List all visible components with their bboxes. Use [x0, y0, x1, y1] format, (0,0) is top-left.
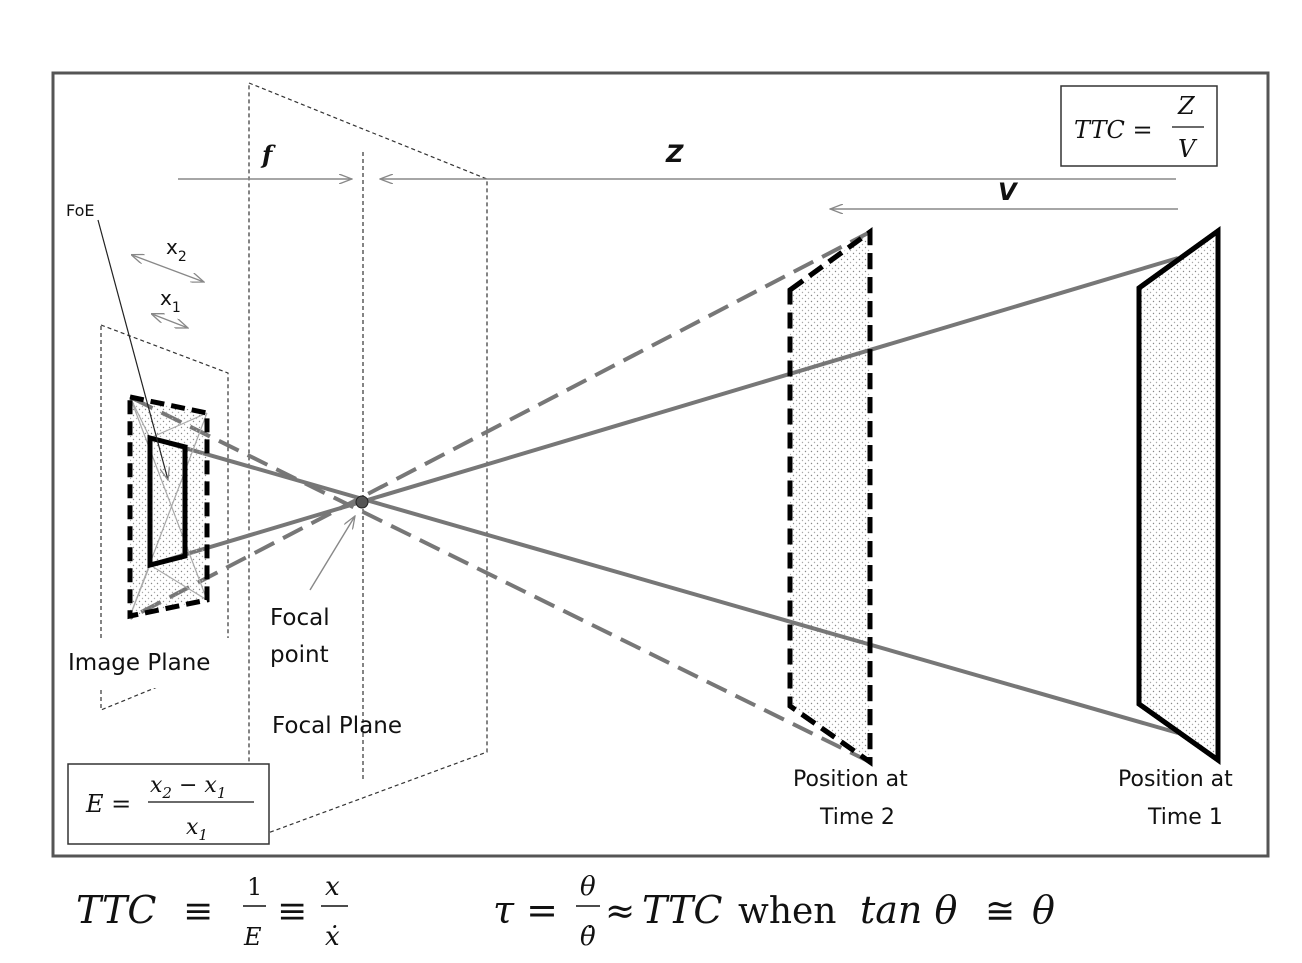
tau-numerator: θ: [580, 872, 596, 902]
position-time1-label-line1: Position at: [1118, 767, 1233, 792]
tau-approx: ≈: [605, 891, 635, 932]
tau-when: when: [738, 891, 837, 932]
ttc-equiv-sign2: ≡: [277, 891, 307, 932]
image-time2-edge: [127, 393, 210, 620]
image-plane-label-bg: [55, 638, 233, 688]
position-time1-label-line2: Time 1: [1147, 805, 1223, 830]
ttc-box-lhs: TTC =: [1074, 116, 1153, 144]
ttc-equiv-frac1-num: 1: [247, 873, 262, 901]
ttc-equiv-sign1: ≡: [183, 891, 213, 932]
x2-subscript: 2: [178, 249, 187, 265]
diagram-frame: [51, 71, 1270, 858]
ttc-box-numerator: Z: [1177, 92, 1196, 120]
expansion-formula-box: E = x2 − x1 x1: [67, 763, 270, 845]
object-time2-edge-top: [787, 227, 873, 767]
tau-lhs: τ =: [493, 888, 558, 932]
tau-theta: θ: [1032, 888, 1055, 932]
tau-tan: tan θ: [860, 888, 957, 932]
focal-point-label-line2: point: [270, 642, 329, 668]
x1-subscript: 1: [172, 300, 181, 316]
focal-plane: [248, 82, 488, 841]
tau-denominator: θ̇: [580, 922, 596, 952]
expansion-denominator: x1: [186, 815, 208, 844]
ttc-box-denominator: V: [1178, 135, 1198, 163]
focal-point-pointer: [309, 516, 355, 591]
object-time1-fill: [1139, 231, 1218, 760]
ray-t2-top: [129, 230, 871, 620]
x1-label: x1: [160, 286, 181, 316]
ttc-formula-box: TTC = Z V: [1060, 85, 1218, 167]
focal-point-marker: [355, 495, 369, 509]
object-time1-edge-top: [1136, 226, 1221, 765]
foe-pointer: [97, 219, 168, 480]
ttc-equiv-frac1-den: E: [243, 923, 262, 951]
image-time1-edge: [147, 434, 188, 569]
object-time2-fill: [790, 232, 870, 762]
tau-formula: τ = θ θ̇ ≈ TTC when tan θ ≅ θ: [493, 872, 1055, 952]
image-plane-label: Image Plane: [68, 650, 210, 676]
position-time2-label-line2: Time 2: [819, 805, 895, 830]
ttc-equivalence-formula: TTC ≡ 1 E ≡ x ẋ: [76, 872, 348, 952]
ttc-equiv-frac2-den: ẋ: [325, 922, 340, 952]
ttc-equiv-frac2-num: x: [325, 872, 340, 902]
f-label: f: [260, 140, 276, 169]
tau-ttc: TTC: [642, 888, 722, 932]
z-label: Z: [665, 140, 684, 168]
ttc-equiv-lhs: TTC: [76, 888, 156, 932]
v-label: V: [998, 178, 1019, 206]
ray-t1-top: [149, 256, 1179, 567]
position-time2-label-line1: Position at: [793, 767, 908, 792]
x2-arrow: [132, 255, 204, 282]
x2-label: x2: [166, 235, 187, 265]
ray-t1-bottom: [149, 436, 1179, 735]
focal-point-label-line1: Focal: [270, 605, 330, 631]
expansion-numerator: x2 − x1: [150, 773, 226, 802]
tau-cong: ≅: [985, 891, 1015, 932]
ray-t2-bottom: [129, 395, 871, 764]
image-cross-lines: [129, 396, 208, 617]
expansion-lhs: E =: [85, 790, 131, 818]
foe-label: FoE: [66, 201, 95, 220]
x1-arrow: [152, 314, 188, 328]
focal-plane-label: Focal Plane: [272, 713, 402, 739]
